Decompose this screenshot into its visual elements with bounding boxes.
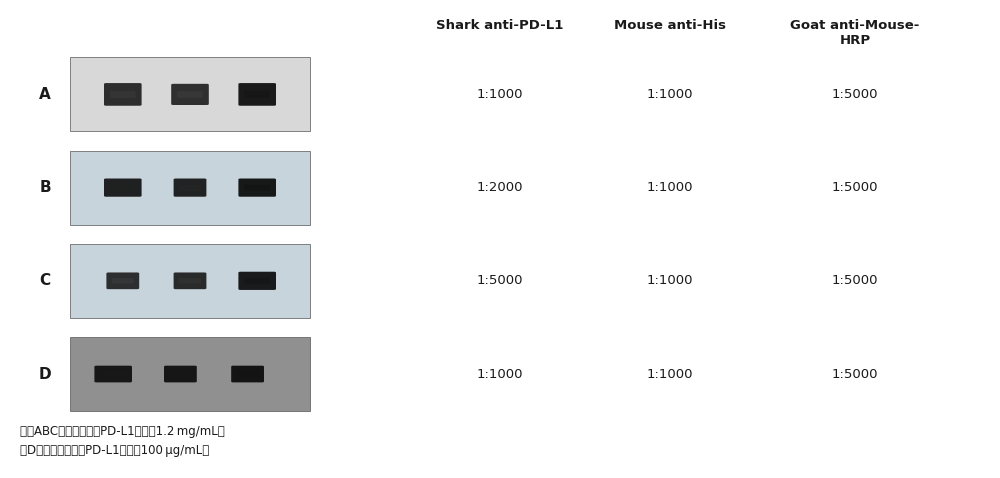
Text: 1:5000: 1:5000	[477, 274, 523, 287]
Text: 1:5000: 1:5000	[832, 88, 878, 101]
FancyBboxPatch shape	[244, 91, 270, 98]
Text: Goat anti-Mouse-
HRP: Goat anti-Mouse- HRP	[790, 19, 920, 47]
FancyBboxPatch shape	[238, 178, 276, 197]
Text: 1:1000: 1:1000	[647, 88, 693, 101]
FancyBboxPatch shape	[70, 244, 310, 318]
FancyBboxPatch shape	[179, 278, 201, 283]
FancyBboxPatch shape	[104, 178, 142, 197]
Text: 1:5000: 1:5000	[832, 181, 878, 194]
Text: 1:5000: 1:5000	[832, 274, 878, 287]
FancyBboxPatch shape	[244, 185, 270, 191]
FancyBboxPatch shape	[70, 151, 310, 225]
FancyBboxPatch shape	[237, 371, 259, 377]
FancyBboxPatch shape	[238, 83, 276, 106]
FancyBboxPatch shape	[164, 366, 197, 382]
FancyBboxPatch shape	[70, 57, 310, 131]
Text: 1:1000: 1:1000	[647, 368, 693, 380]
Text: D: D	[39, 367, 51, 381]
Text: 注：ABC为含尿素鲸抗PD-L1抗体（1.2 mg/mL）
　D为去除尿素鲸抗PD-L1抗体（100 μg/mL）: 注：ABC为含尿素鲸抗PD-L1抗体（1.2 mg/mL） D为去除尿素鲸抗PD…	[20, 425, 225, 457]
FancyBboxPatch shape	[110, 91, 136, 98]
FancyBboxPatch shape	[106, 272, 139, 289]
FancyBboxPatch shape	[244, 278, 270, 284]
FancyBboxPatch shape	[174, 272, 206, 289]
Text: 1:2000: 1:2000	[477, 181, 523, 194]
Text: B: B	[39, 180, 51, 195]
Text: 1:5000: 1:5000	[832, 368, 878, 380]
FancyBboxPatch shape	[171, 84, 209, 105]
Text: 1:1000: 1:1000	[647, 274, 693, 287]
FancyBboxPatch shape	[112, 278, 134, 283]
FancyBboxPatch shape	[177, 91, 203, 98]
FancyBboxPatch shape	[238, 272, 276, 290]
Text: 1:1000: 1:1000	[477, 88, 523, 101]
FancyBboxPatch shape	[94, 366, 132, 382]
FancyBboxPatch shape	[174, 178, 206, 197]
FancyBboxPatch shape	[179, 185, 201, 191]
FancyBboxPatch shape	[231, 366, 264, 382]
FancyBboxPatch shape	[104, 83, 142, 106]
Text: 1:1000: 1:1000	[647, 181, 693, 194]
FancyBboxPatch shape	[70, 337, 310, 411]
FancyBboxPatch shape	[169, 371, 191, 377]
FancyBboxPatch shape	[110, 185, 136, 191]
Text: Mouse anti-His: Mouse anti-His	[614, 19, 726, 32]
Text: 1:1000: 1:1000	[477, 368, 523, 380]
FancyBboxPatch shape	[100, 371, 126, 377]
Text: Shark anti-PD-L1: Shark anti-PD-L1	[436, 19, 564, 32]
Text: A: A	[39, 87, 51, 102]
Text: C: C	[39, 273, 51, 288]
